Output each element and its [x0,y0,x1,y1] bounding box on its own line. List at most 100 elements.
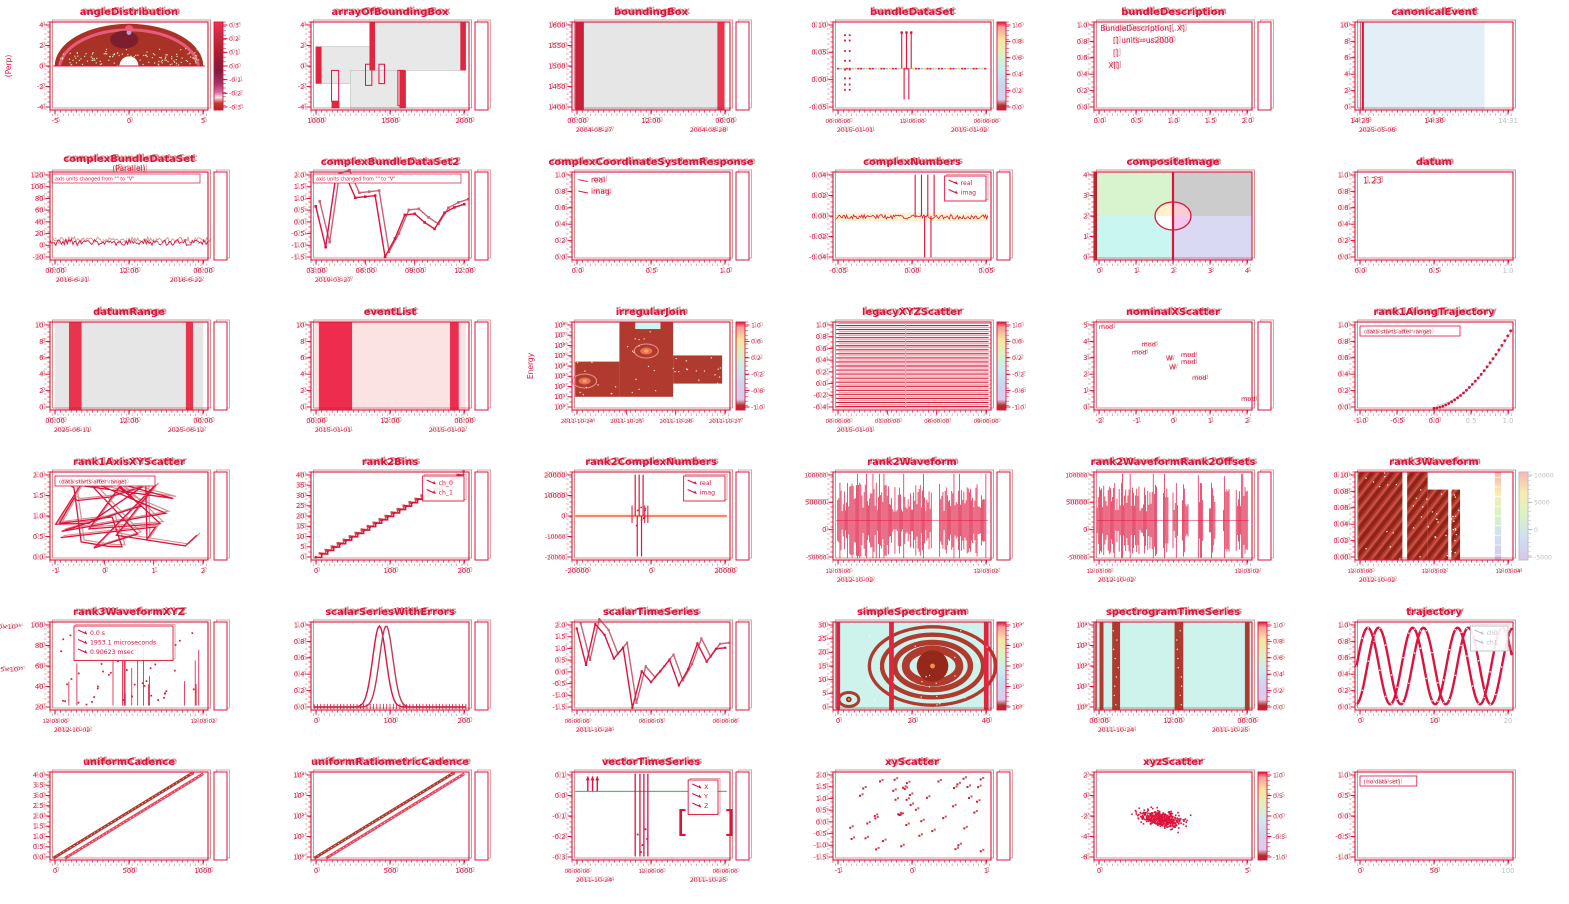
svg-text:0.00: 0.00 [1333,553,1348,561]
plot-canvas-complexBundleDataSet: complexBundleDataSetcomplexBundleDataSet… [31,153,230,284]
svg-text:00:00:06: 00:00:06 [715,718,741,724]
plot-content [54,322,204,410]
svg-text:2011-10-27: 2011-10-27 [709,419,742,425]
svg-text:4: 4 [39,371,43,379]
svg-text:0.0: 0.0 [296,217,307,225]
svg-text:-5×10³⁵: -5×10³⁵ [0,664,26,672]
svg-text:1.0: 1.0 [720,267,731,275]
svg-text:-20000: -20000 [547,555,568,561]
svg-text:0: 0 [39,242,43,250]
svg-text:0.0 s: 0.0 s [90,630,105,637]
svg-text:30: 30 [818,621,827,629]
svg-text:0.6: 0.6 [1014,338,1024,345]
svg-text:-4: -4 [39,103,46,111]
plot-canvas-arrayOfBoundingBox: arrayOfBoundingBoxarrayOfBoundingBox4422… [298,6,491,125]
svg-text:14:30: 14:30 [1424,117,1444,125]
svg-text:-0.1: -0.1 [229,77,241,84]
svg-text:0.02: 0.02 [811,192,826,200]
svg-text:60: 60 [37,662,46,670]
svg-text:0.8: 0.8 [1077,38,1088,46]
svg-text:40: 40 [35,218,44,226]
svg-text:mod: mod [1134,348,1148,356]
svg-text:X[]: X[] [1110,60,1121,69]
svg-text:20: 20 [818,649,827,657]
svg-text:200: 200 [460,716,473,724]
svg-text:simpleSpectrogram: simpleSpectrogram [859,606,969,617]
svg-text:2016-6-22: 2016-6-22 [172,276,205,283]
svg-text:0.8: 0.8 [555,188,566,196]
svg-text:10000: 10000 [1534,472,1554,479]
svg-text:00:00: 00:00 [45,267,65,275]
svg-text:1.5: 1.5 [557,632,568,640]
svg-text:mod: mod [1241,395,1255,403]
svg-text:100: 100 [384,717,397,725]
svg-text:0.5: 0.5 [296,206,307,214]
svg-text:12:03:00: 12:03:00 [45,718,71,724]
svg-text:0.0: 0.0 [35,553,46,561]
svg-text:200: 200 [458,567,471,575]
svg-text:0: 0 [1083,403,1087,411]
svg-text:1.0: 1.0 [1077,21,1088,29]
svg-text:2: 2 [1247,416,1251,424]
svg-text:1.0: 1.0 [1338,321,1349,329]
svg-text:eventList: eventList [366,306,419,317]
plot-canvas-rank1AlongTrajectory: rank1AlongTrajectoryrank1AlongTrajectory… [1338,306,1516,425]
svg-text:2015-01-01: 2015-01-01 [839,126,876,133]
plot-complexBundleDataSet2: complexBundleDataSet2 complexBundleDataSe… [261,152,522,302]
svg-text:0.10: 0.10 [811,21,826,29]
plot-spectrogramTimeSeries: spectrogramTimeSeries spectrogramTimeSeri… [1044,602,1305,752]
svg-text:-0.3: -0.3 [231,103,243,110]
svg-text:-0.2: -0.2 [813,392,826,400]
svg-text:10: 10 [298,321,307,329]
svg-text:(data starts after range): (data starts after range) [59,479,127,485]
svg-text:0: 0 [314,567,318,575]
svg-text:scalarSeriesWithErrors: scalarSeriesWithErrors [327,606,457,617]
svg-text:-1.0: -1.0 [751,404,763,411]
svg-text:4: 4 [1085,171,1089,179]
svg-text:0.2: 0.2 [555,237,566,245]
svg-text:00:00:03: 00:00:03 [638,719,664,725]
plot-xyzScatter: xyzScatter xyzScatter 2 2 0 0 -2 -2 -4 -4 -6 -6 0 0 5 5… [1044,752,1305,902]
svg-text:mod: mod [1132,349,1146,357]
svg-text:2.0: 2.0 [296,171,307,179]
svg-text:4: 4 [302,21,306,29]
svg-text:1.0: 1.0 [722,266,733,274]
svg-text:2011-10-26: 2011-10-26 [662,418,695,424]
svg-text:-0.5: -0.5 [1393,416,1406,424]
svg-text:-2: -2 [300,82,307,90]
svg-text:40: 40 [296,471,305,479]
svg-text:0.10: 0.10 [814,21,829,29]
svg-text:0.90623 msec: 0.90623 msec [90,649,135,656]
svg-text:2025-06-11: 2025-06-11 [54,427,91,434]
svg-text:0: 0 [41,403,45,411]
svg-text:0.6: 0.6 [1340,353,1351,361]
svg-text:00:00:06: 00:00:06 [712,719,738,725]
svg-text:2012-10-02: 2012-10-02 [1098,577,1135,584]
svg-text:20: 20 [296,512,305,520]
plot-canvas-bundleDataSet: bundleDataSetbundleDataSet0.100.100.050.… [809,6,1024,134]
svg-text:0.0: 0.0 [557,253,568,261]
svg-text:8: 8 [300,338,304,346]
svg-text:10⁶: 10⁶ [556,341,568,349]
plot-arrayOfBoundingBox: arrayOfBoundingBox arrayOfBoundingBox 4 4 2 2… [261,2,522,152]
svg-text:-20: -20 [35,253,46,261]
plot-canvas-rank2ComplexNumbers: rank2ComplexNumbersrank2ComplexNumbers20… [544,456,752,575]
svg-text:0.02: 0.02 [1336,536,1351,544]
svg-text:compositeImage: compositeImage [1129,156,1222,167]
svg-text:0.6: 0.6 [294,654,305,662]
svg-text:35: 35 [298,481,307,489]
plot-canvas-datum: datumdatum1.231.231.01.00.80.80.60.60.40… [1338,156,1516,275]
svg-text:5: 5 [201,117,205,125]
plot-canvas-nominalXScatter: nominalXScatternominalXScattermodmodmodm… [1083,306,1274,425]
svg-text:8: 8 [39,338,43,346]
svg-text:complexBundleDataSet: complexBundleDataSet [63,154,195,165]
svg-text:1000: 1000 [310,116,327,124]
svg-text:-0.2: -0.2 [815,391,828,399]
svg-text:5: 5 [1085,321,1089,329]
svg-text:1600: 1600 [550,21,567,29]
svg-text:-0.2: -0.2 [1014,371,1026,378]
svg-text:10: 10 [35,321,44,329]
svg-text:-0.02: -0.02 [811,232,829,240]
